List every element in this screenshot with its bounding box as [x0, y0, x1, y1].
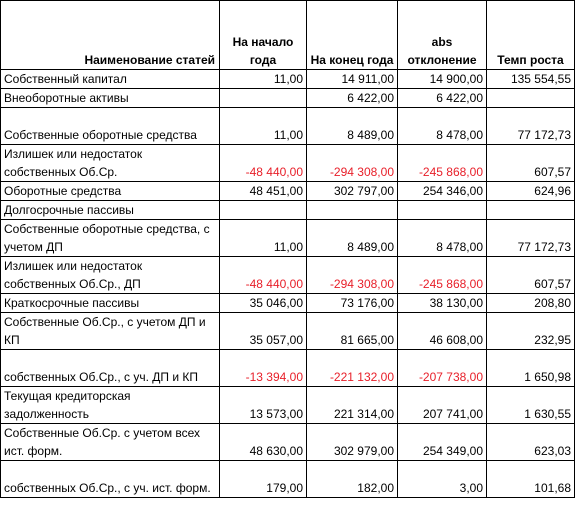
- row-end: 302 979,00: [306, 423, 398, 461]
- row-end: 81 665,00: [306, 312, 398, 350]
- row-end: 14 911,00: [306, 69, 398, 89]
- row-abs: 207 741,00: [397, 386, 487, 424]
- row-end: [306, 200, 398, 220]
- table-row: Краткосрочные пассивы 35 046,00 73 176,0…: [0, 293, 575, 313]
- table-row: Текущая кредиторская задолженность 13 57…: [0, 386, 575, 424]
- table-row: Излишек или недостаток собственных Об.Ср…: [0, 256, 575, 294]
- row-start: 13 573,00: [219, 386, 307, 424]
- table-row: Излишек или недостаток собственных Об.Ср…: [0, 144, 575, 182]
- row-abs: [397, 200, 487, 220]
- row-start: 35 046,00: [219, 293, 307, 313]
- row-rate: 607,57: [486, 144, 575, 182]
- header-rate: Темп роста: [486, 0, 575, 70]
- row-end: 73 176,00: [306, 293, 398, 313]
- row-name: Собственный капитал: [0, 69, 220, 89]
- row-start: 48 451,00: [219, 181, 307, 201]
- row-start: -13 394,00: [219, 349, 307, 387]
- row-name: Оборотные средства: [0, 181, 220, 201]
- row-start: 11,00: [219, 107, 307, 145]
- header-start: На начало года: [219, 0, 307, 70]
- row-name: Излишек или недостаток собственных Об.Ср…: [0, 256, 220, 294]
- table-row: Собственные оборотные средства, с учетом…: [0, 219, 575, 257]
- row-end: 6 422,00: [306, 88, 398, 108]
- row-start: [219, 200, 307, 220]
- row-rate: [486, 200, 575, 220]
- row-abs: 38 130,00: [397, 293, 487, 313]
- header-end: На конец года: [306, 0, 398, 70]
- row-start: 48 630,00: [219, 423, 307, 461]
- table-row: Собственные Об.Ср., с учетом ДП и КП 35 …: [0, 312, 575, 350]
- row-rate: 624,96: [486, 181, 575, 201]
- row-abs: 254 349,00: [397, 423, 487, 461]
- row-start: -48 440,00: [219, 256, 307, 294]
- row-rate: 1 630,55: [486, 386, 575, 424]
- table-row: Долгосрочные пассивы: [0, 200, 575, 220]
- row-rate: 77 172,73: [486, 219, 575, 257]
- row-name: Внеоборотные активы: [0, 88, 220, 108]
- row-rate: 1 650,98: [486, 349, 575, 387]
- row-rate: 101,68: [486, 460, 575, 498]
- header-abs: abs отклонение: [397, 0, 487, 70]
- row-abs: 8 478,00: [397, 219, 487, 257]
- row-start: 11,00: [219, 69, 307, 89]
- header-name: Наименование статей: [0, 0, 220, 70]
- financial-table: Наименование статей На начало года На ко…: [0, 0, 575, 498]
- row-name: собственных Об.Ср., с уч. ДП и КП: [0, 349, 220, 387]
- row-name: Собственные Об.Ср., с учетом ДП и КП: [0, 312, 220, 350]
- row-start: 179,00: [219, 460, 307, 498]
- header-row: Наименование статей На начало года На ко…: [0, 0, 575, 70]
- table-row: Собственные оборотные средства 11,00 8 4…: [0, 107, 575, 145]
- row-name: Долгосрочные пассивы: [0, 200, 220, 220]
- row-name: Излишек или недостаток собственных Об.Ср…: [0, 144, 220, 182]
- row-name: Собственные оборотные средства: [0, 107, 220, 145]
- row-end: 8 489,00: [306, 107, 398, 145]
- row-end: 8 489,00: [306, 219, 398, 257]
- row-abs: 46 608,00: [397, 312, 487, 350]
- row-name: Текущая кредиторская задолженность: [0, 386, 220, 424]
- row-rate: [486, 88, 575, 108]
- row-start: 35 057,00: [219, 312, 307, 350]
- row-abs: 3,00: [397, 460, 487, 498]
- table-row: собственных Об.Ср., с уч. ист. форм. 179…: [0, 460, 575, 498]
- row-start: 11,00: [219, 219, 307, 257]
- row-name: Краткосрочные пассивы: [0, 293, 220, 313]
- row-abs: 14 900,00: [397, 69, 487, 89]
- row-rate: 135 554,55: [486, 69, 575, 89]
- row-rate: 607,57: [486, 256, 575, 294]
- row-abs: -245 868,00: [397, 256, 487, 294]
- row-end: 221 314,00: [306, 386, 398, 424]
- table-row: Оборотные средства 48 451,00 302 797,00 …: [0, 181, 575, 201]
- row-abs: 8 478,00: [397, 107, 487, 145]
- row-abs: -245 868,00: [397, 144, 487, 182]
- row-name: собственных Об.Ср., с уч. ист. форм.: [0, 460, 220, 498]
- row-abs: 254 346,00: [397, 181, 487, 201]
- row-abs: 6 422,00: [397, 88, 487, 108]
- table-row: Внеоборотные активы 6 422,00 6 422,00: [0, 88, 575, 108]
- row-end: 182,00: [306, 460, 398, 498]
- table-row: Собственный капитал 11,00 14 911,00 14 9…: [0, 69, 575, 89]
- table-row: собственных Об.Ср., с уч. ДП и КП -13 39…: [0, 349, 575, 387]
- row-start: -48 440,00: [219, 144, 307, 182]
- row-end: -294 308,00: [306, 144, 398, 182]
- table-row: Собственные Об.Ср. с учетом всех ист. фо…: [0, 423, 575, 461]
- row-rate: 623,03: [486, 423, 575, 461]
- row-name: Собственные оборотные средства, с учетом…: [0, 219, 220, 257]
- row-rate: 208,80: [486, 293, 575, 313]
- row-abs: -207 738,00: [397, 349, 487, 387]
- row-rate: 77 172,73: [486, 107, 575, 145]
- row-name: Собственные Об.Ср. с учетом всех ист. фо…: [0, 423, 220, 461]
- row-start: [219, 88, 307, 108]
- row-end: 302 797,00: [306, 181, 398, 201]
- row-end: -294 308,00: [306, 256, 398, 294]
- row-rate: 232,95: [486, 312, 575, 350]
- row-end: -221 132,00: [306, 349, 398, 387]
